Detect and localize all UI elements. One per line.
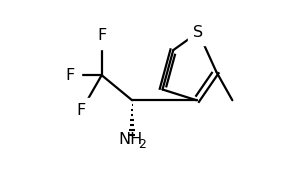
- Text: 2: 2: [138, 138, 146, 151]
- Text: F: F: [66, 68, 75, 83]
- Text: S: S: [193, 25, 203, 40]
- Text: F: F: [76, 103, 86, 118]
- Text: F: F: [97, 28, 106, 43]
- Text: NH: NH: [118, 132, 142, 147]
